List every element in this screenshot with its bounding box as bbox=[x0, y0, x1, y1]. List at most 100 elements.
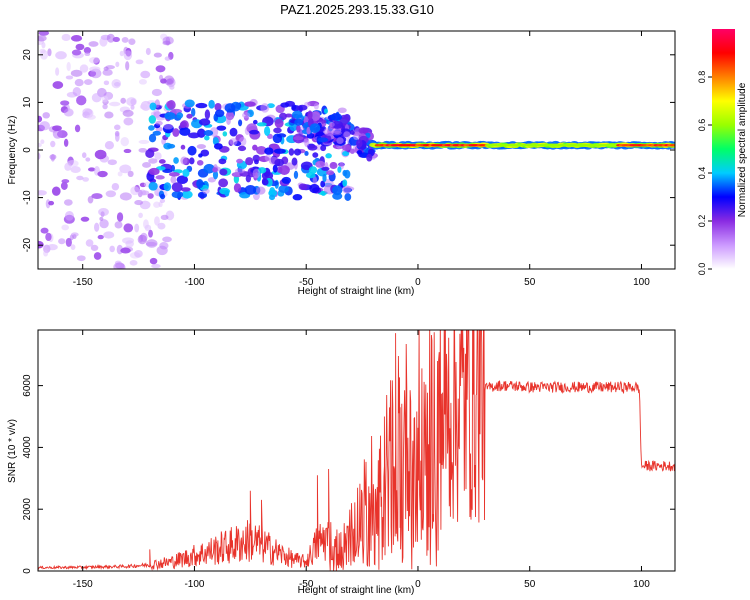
spectrogram-blob bbox=[355, 139, 363, 148]
spectrogram-blob bbox=[114, 221, 123, 229]
spectrogram-blob bbox=[315, 160, 326, 168]
spectrogram-blob bbox=[162, 236, 172, 243]
spectrogram-blob bbox=[296, 124, 301, 133]
spectrogram-blob bbox=[180, 156, 188, 165]
spectrogram-blob bbox=[216, 125, 227, 131]
spectrogram-blob bbox=[196, 159, 204, 166]
snr-x-label: Height of straight line (km) bbox=[298, 585, 415, 596]
snr-y-tick-label: 6000 bbox=[22, 374, 33, 397]
spectrogram-blob bbox=[109, 101, 121, 107]
spectrogram-blob bbox=[309, 123, 321, 133]
spectrogram-blob bbox=[212, 167, 218, 173]
spectrogram-blob bbox=[151, 263, 161, 269]
spectrogram-blob bbox=[47, 48, 52, 57]
spectrogram-blob bbox=[189, 157, 195, 165]
spectrogram-blob bbox=[329, 162, 338, 170]
spectrogram-blob bbox=[58, 238, 66, 245]
spectrogram-blob bbox=[70, 35, 83, 42]
spectrogram-blob bbox=[65, 75, 74, 80]
spectrogram-blob bbox=[85, 239, 94, 247]
spectrogram-blob bbox=[112, 36, 120, 43]
spectrogram-blob bbox=[212, 170, 219, 180]
spectrogram-blob bbox=[153, 52, 162, 58]
spectrogram-blob bbox=[79, 64, 89, 73]
spectrogram-blob bbox=[186, 113, 193, 119]
spectrogram-blob bbox=[273, 127, 282, 134]
spectrogram-blob bbox=[256, 122, 267, 127]
spectrogram-blob bbox=[278, 165, 290, 175]
snr-series bbox=[38, 330, 675, 571]
spectrogram-blob bbox=[111, 182, 120, 191]
spectrogram-blob bbox=[138, 139, 150, 144]
spectrogram-blob bbox=[331, 120, 343, 129]
colorbar-tick-label: 0.2 bbox=[697, 215, 707, 228]
spectrogram-blob bbox=[321, 166, 330, 171]
spectrogram-blob bbox=[129, 260, 138, 266]
spectrogram-blob bbox=[148, 133, 157, 143]
spectrogram-blob bbox=[307, 144, 318, 151]
colorbar-tick-label: 0.6 bbox=[697, 119, 707, 132]
spectrogram-blob bbox=[306, 126, 311, 135]
spectrogram-blob bbox=[51, 186, 61, 196]
spectrogram-blob bbox=[74, 78, 84, 87]
spectrogram-blob bbox=[148, 167, 160, 176]
spectrogram-blob bbox=[63, 199, 73, 206]
spectrogram-blob bbox=[148, 158, 158, 164]
spectrogram-blob bbox=[298, 183, 308, 191]
spectrogram-blob bbox=[123, 50, 133, 61]
spectrogram-blob bbox=[99, 216, 104, 221]
spectrogram-blob bbox=[312, 152, 319, 158]
spectrogram-y-tick-label: 20 bbox=[22, 49, 33, 61]
spectrogram-blob bbox=[148, 115, 157, 124]
spectrogram-blob bbox=[48, 200, 55, 206]
spectrogram-blob bbox=[134, 250, 143, 258]
spectrogram-blob bbox=[252, 144, 258, 151]
spectrogram-blob bbox=[70, 166, 81, 174]
spectrogram-blob bbox=[242, 112, 251, 119]
colorbar-ramp bbox=[712, 29, 735, 269]
spectrogram-blob bbox=[87, 167, 96, 172]
spectrogram-blob bbox=[156, 245, 168, 256]
spectrogram-blob bbox=[61, 224, 70, 231]
spectrogram-x-tick-label: 100 bbox=[633, 277, 650, 288]
snr-y-tick-label: 2000 bbox=[22, 498, 33, 521]
spectrogram-blob bbox=[203, 129, 214, 137]
spectrogram-blob bbox=[196, 179, 204, 189]
spectrogram-blob bbox=[342, 185, 352, 194]
spectrogram-blob bbox=[233, 183, 242, 193]
spectrogram-blob bbox=[341, 144, 351, 151]
spectrogram-blob bbox=[281, 176, 292, 184]
spectrogram-blob bbox=[272, 164, 278, 173]
spectrogram-blob bbox=[313, 102, 319, 110]
spectrogram-blob bbox=[52, 129, 63, 139]
spectrogram-blob bbox=[353, 134, 360, 140]
spectrogram-blob bbox=[163, 123, 174, 130]
spectrogram-blob bbox=[105, 190, 117, 198]
spectrogram-blob bbox=[50, 154, 55, 162]
spectrogram-blob bbox=[358, 127, 369, 135]
spectrogram-blob bbox=[204, 135, 210, 141]
spectrogram-blob bbox=[164, 56, 171, 61]
spectrogram-blob bbox=[94, 149, 107, 160]
spectrogram-blob bbox=[115, 61, 120, 68]
spectrogram-blob bbox=[154, 216, 160, 226]
spectrogram-blob bbox=[158, 159, 166, 164]
spectrogram-blob bbox=[91, 93, 102, 103]
snr-line bbox=[38, 330, 675, 571]
spectrogram-blob bbox=[187, 145, 197, 156]
snr-y-tick-label: 0 bbox=[22, 568, 33, 574]
spectrogram-blob bbox=[75, 43, 85, 51]
spectrogram-blob bbox=[214, 102, 222, 111]
spectrogram-blob bbox=[168, 172, 180, 177]
spectrogram-blob bbox=[70, 232, 79, 237]
spectrogram-blob bbox=[103, 80, 110, 86]
spectrogram-blob bbox=[85, 114, 96, 120]
spectrogram-blob bbox=[328, 121, 335, 128]
spectrogram-blob bbox=[208, 99, 215, 109]
spectrogram-blob bbox=[52, 81, 64, 89]
snr-y-tick-label: 4000 bbox=[22, 436, 33, 459]
snr-x-tick-label: -150 bbox=[73, 579, 93, 590]
spectrogram-blob bbox=[38, 190, 47, 196]
spectrogram-blob bbox=[127, 170, 134, 178]
